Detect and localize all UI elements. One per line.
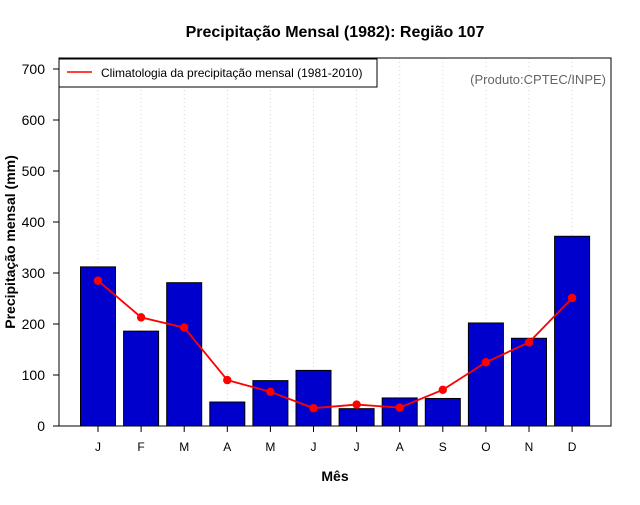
legend: Climatologia da precipitação mensal (198… <box>58 58 378 88</box>
x-tick-label: J <box>311 440 317 454</box>
climatology-point <box>93 276 103 285</box>
climatology-point <box>266 387 275 397</box>
y-tick-label: 300 <box>22 265 46 281</box>
x-tick-label: F <box>137 440 144 454</box>
x-tick-label: N <box>525 440 534 454</box>
climatology-point <box>567 293 577 303</box>
climatology-point <box>180 323 189 332</box>
plot-frame <box>58 57 612 427</box>
x-tick-label: J <box>354 440 360 454</box>
bar <box>166 282 203 427</box>
bar <box>554 235 591 427</box>
x-tick-label: A <box>223 440 231 454</box>
y-axis: 0 100 200 300 400 500 600 700 <box>22 61 59 434</box>
bar <box>295 369 332 427</box>
climatology-line <box>93 276 577 413</box>
y-tick-label: 200 <box>22 316 46 332</box>
climatology-point <box>395 403 404 412</box>
bar <box>80 266 116 427</box>
x-tick-label: J <box>95 440 101 454</box>
climatology-point <box>309 403 318 413</box>
x-tick-label: O <box>481 440 490 454</box>
x-tick-label: M <box>179 440 189 454</box>
legend-box <box>58 58 378 88</box>
credit-text: (Produto:CPTEC/INPE) <box>470 72 606 87</box>
x-axis-title: Mês <box>321 468 348 484</box>
x-tick-label: D <box>568 440 577 454</box>
bar <box>511 337 547 427</box>
y-tick-label: 400 <box>22 214 46 230</box>
y-tick-label: 100 <box>22 367 46 383</box>
bars <box>80 235 591 427</box>
x-tick-label: S <box>439 440 447 454</box>
bar <box>252 380 289 427</box>
climatology-point <box>438 385 447 394</box>
climatology-point <box>352 400 361 409</box>
x-tick-label: M <box>265 440 275 454</box>
climatology-point <box>223 375 232 385</box>
climatology-point <box>524 338 534 347</box>
bar <box>123 330 160 427</box>
y-tick-label: 0 <box>37 418 45 434</box>
bar <box>424 397 461 427</box>
bar <box>338 408 375 427</box>
y-tick-label: 500 <box>22 163 46 179</box>
y-tick-label: 700 <box>22 61 46 77</box>
x-tick-label: A <box>396 440 404 454</box>
chart-title: Precipitação Mensal (1982): Região 107 <box>186 24 485 41</box>
bar <box>467 322 504 427</box>
legend-label: Climatologia da precipitação mensal (198… <box>101 66 362 80</box>
y-tick-label: 600 <box>22 112 46 128</box>
y-axis-title: Precipitação mensal (mm) <box>2 155 18 329</box>
climatology-point <box>481 358 491 367</box>
bar <box>209 401 246 427</box>
climatology-point <box>136 313 146 322</box>
climatology-polyline <box>97 279 573 410</box>
